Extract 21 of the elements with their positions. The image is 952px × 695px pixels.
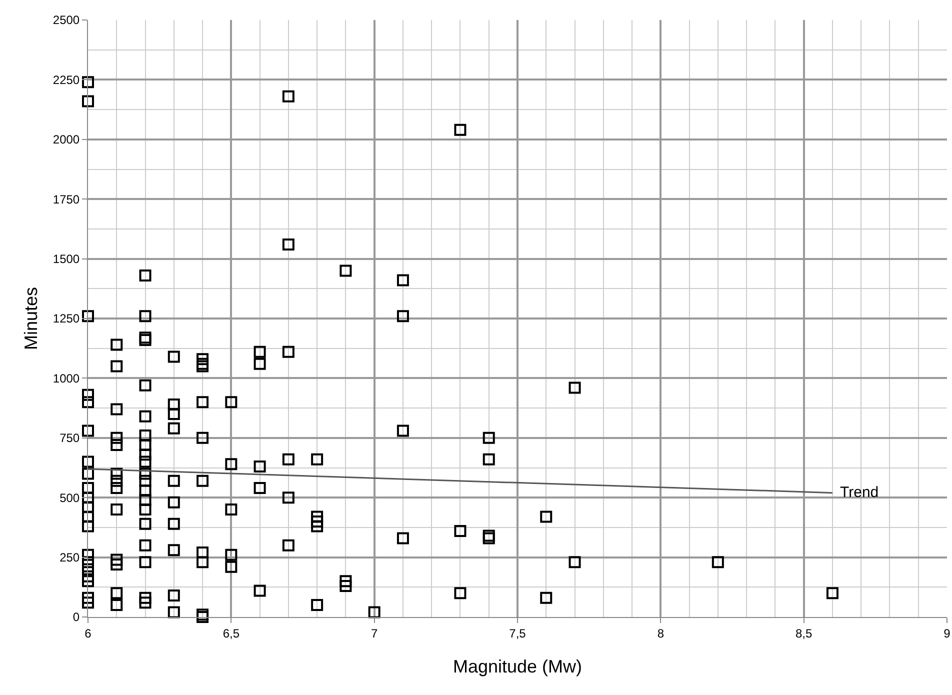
x-tick-label: 6 [84,626,92,640]
y-tick-label: 500 [60,490,80,505]
y-tick-label: 1000 [52,371,80,386]
x-tick-label: 8,5 [795,626,812,640]
x-tick-label: 9 [944,626,951,640]
y-tick-label: 1500 [52,252,80,266]
y-tick-label: 1750 [52,192,80,206]
x-tick-label: 7,5 [509,626,526,640]
x-tick-label: 7 [370,626,378,640]
x-tick-label: 6,5 [222,626,240,640]
y-tick-label: 2000 [52,132,80,147]
y-tick-label: 250 [60,550,80,564]
y-tick-label: 2500 [52,13,80,28]
series-label: Trend [840,484,879,501]
y-tick-label: 1250 [52,312,80,326]
y-tick-label: 2250 [52,72,80,87]
x-axis-title: Magnitude (Mw) [452,656,582,676]
y-tick-label: 750 [60,431,80,446]
y-axis-title: Minutes [21,286,42,350]
y-tick-label: 0 [72,610,80,624]
x-tick-label: 8 [657,626,664,640]
